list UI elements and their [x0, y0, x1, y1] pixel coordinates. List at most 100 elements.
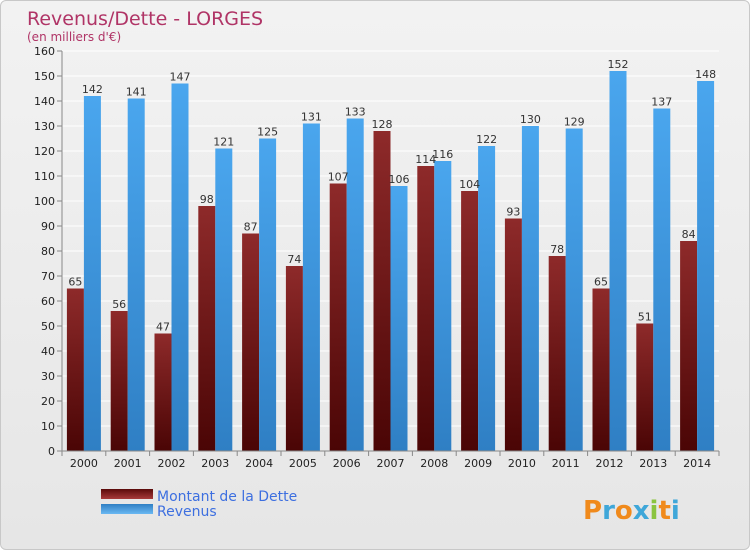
bar-debt-2000: [66, 288, 84, 451]
x-tick-label: 2006: [333, 457, 361, 470]
x-tick-label: 2002: [158, 457, 186, 470]
value-label-debt-2009: 104: [459, 178, 480, 191]
value-label-debt-2004: 87: [244, 221, 258, 234]
value-label-debt-2001: 56: [112, 298, 126, 311]
x-tick-label: 2011: [552, 457, 580, 470]
value-label-debt-2000: 65: [68, 276, 82, 289]
bar-debt-2005: [285, 266, 303, 451]
y-tick-label: 50: [41, 320, 55, 333]
x-tick-label: 2012: [596, 457, 624, 470]
y-tick-label: 160: [34, 45, 55, 58]
bar-revenus-2010: [521, 126, 539, 451]
y-tick-label: 140: [34, 95, 55, 108]
value-label-revenus-2007: 106: [389, 173, 410, 186]
x-tick-label: 2010: [508, 457, 536, 470]
y-tick-label: 40: [41, 345, 55, 358]
bar-revenus-2002: [171, 83, 189, 451]
bar-revenus-2012: [609, 71, 627, 451]
bar-revenus-2011: [565, 128, 583, 451]
bars: [66, 71, 715, 451]
value-label-debt-2006: 107: [328, 171, 349, 184]
x-tick-label: 2014: [683, 457, 711, 470]
y-tick-label: 100: [34, 195, 55, 208]
legend: Montant de la Dette Revenus: [101, 489, 297, 520]
y-tick-label: 60: [41, 295, 55, 308]
value-label-revenus-2014: 148: [695, 68, 716, 81]
bar-revenus-2004: [259, 138, 277, 451]
bar-debt-2010: [504, 218, 522, 451]
bar-revenus-2007: [390, 186, 408, 451]
bar-debt-2003: [198, 206, 216, 451]
bar-revenus-2014: [697, 81, 715, 451]
value-label-debt-2013: 51: [638, 311, 652, 324]
bar-debt-2013: [636, 323, 654, 451]
value-label-revenus-2000: 142: [82, 83, 103, 96]
value-label-revenus-2005: 131: [301, 111, 322, 124]
value-label-debt-2002: 47: [156, 321, 170, 334]
legend-swatch-revenus: [101, 504, 153, 514]
bar-revenus-2008: [434, 161, 452, 451]
y-tick-label: 10: [41, 420, 55, 433]
x-tick-label: 2008: [420, 457, 448, 470]
value-label-debt-2005: 74: [287, 253, 301, 266]
x-tick-label: 2001: [114, 457, 142, 470]
x-tick-label: 2009: [464, 457, 492, 470]
x-tick-label: 2013: [639, 457, 667, 470]
bar-revenus-2013: [653, 108, 671, 451]
y-tick-label: 0: [48, 445, 55, 458]
value-label-debt-2007: 128: [372, 118, 393, 131]
legend-swatch-debt: [101, 489, 153, 499]
value-labels: 65 142 56 141 47 147 98 121 87 125 74 131 107 133 128 1…: [68, 58, 716, 334]
bar-revenus-2009: [478, 146, 496, 451]
y-axis: 0 10 20 30 40 50 60 70 80 90 100 110 120 130 140 150 160: [34, 45, 63, 458]
bar-debt-2014: [680, 241, 698, 451]
value-label-revenus-2002: 147: [170, 71, 191, 84]
bar-debt-2012: [592, 288, 610, 451]
value-label-revenus-2008: 116: [432, 148, 453, 161]
legend-label-revenus: Revenus: [157, 504, 217, 520]
value-label-revenus-2012: 152: [608, 58, 629, 71]
y-tick-label: 150: [34, 70, 55, 83]
value-label-debt-2003: 98: [200, 193, 214, 206]
y-tick-label: 130: [34, 120, 55, 133]
value-label-revenus-2001: 141: [126, 86, 147, 99]
value-label-revenus-2003: 121: [213, 136, 234, 149]
x-tick-label: 2005: [289, 457, 317, 470]
bar-revenus-2006: [346, 118, 364, 451]
value-label-debt-2011: 78: [550, 243, 564, 256]
x-tick-label: 2000: [70, 457, 98, 470]
y-tick-label: 70: [41, 270, 55, 283]
value-label-debt-2014: 84: [682, 228, 696, 241]
chart-subtitle: (en milliers d'€): [27, 30, 121, 44]
x-tick-label: 2007: [377, 457, 405, 470]
y-tick-label: 110: [34, 170, 55, 183]
bar-debt-2004: [242, 233, 260, 451]
proxiti-logo: Proxiti: [583, 496, 680, 526]
value-label-debt-2010: 93: [506, 206, 520, 219]
x-tick-label: 2003: [201, 457, 229, 470]
proxiti-wordmark: Proxiti: [583, 496, 680, 526]
legend-label-debt: Montant de la Dette: [157, 489, 297, 505]
value-label-revenus-2011: 129: [564, 116, 585, 129]
y-tick-label: 30: [41, 370, 55, 383]
value-label-revenus-2006: 133: [345, 106, 366, 119]
bar-revenus-2003: [215, 148, 233, 451]
y-tick-label: 20: [41, 395, 55, 408]
value-label-revenus-2004: 125: [257, 126, 278, 139]
x-axis: 2000 2001 2002 2003 2004 2005 2006 2007 2008 2009…: [61, 450, 720, 470]
bar-revenus-2005: [302, 123, 320, 451]
x-tick-label: 2004: [245, 457, 273, 470]
y-tick-label: 80: [41, 245, 55, 258]
bar-debt-2001: [110, 311, 128, 451]
value-label-revenus-2013: 137: [651, 96, 672, 109]
y-tick-label: 90: [41, 220, 55, 233]
bar-debt-2006: [329, 183, 347, 451]
value-label-revenus-2009: 122: [476, 133, 497, 146]
bar-revenus-2000: [83, 96, 101, 451]
value-label-debt-2012: 65: [594, 276, 608, 289]
bar-debt-2009: [461, 191, 479, 451]
bar-debt-2002: [154, 333, 172, 451]
bar-debt-2007: [373, 131, 391, 451]
bar-debt-2008: [417, 166, 435, 451]
